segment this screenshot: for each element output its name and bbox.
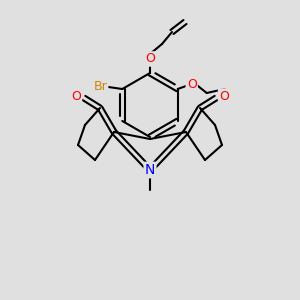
Text: O: O bbox=[145, 52, 155, 65]
Text: O: O bbox=[187, 79, 197, 92]
Text: Br: Br bbox=[93, 80, 107, 94]
Text: O: O bbox=[71, 89, 81, 103]
Text: N: N bbox=[145, 163, 155, 177]
Text: O: O bbox=[219, 89, 229, 103]
